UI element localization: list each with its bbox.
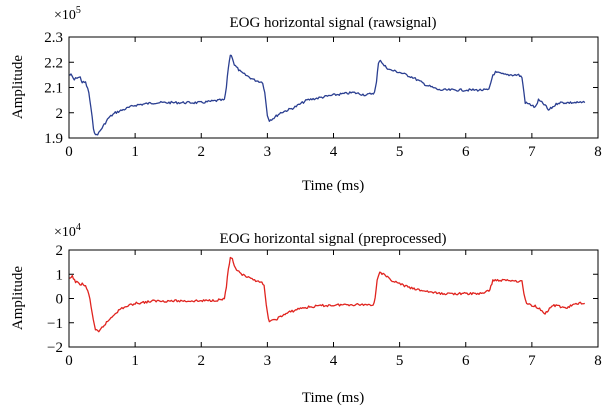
bottom-x-tick-label: 6 [462, 353, 470, 369]
bottom-exponent-label: ×104 [54, 222, 81, 240]
bottom-ticks: 0 1 2 3 4 5 6 7 8 −2 −1 0 1 2 [47, 243, 602, 369]
top-series-line [68, 54, 586, 136]
bottom-y-tick-label: 1 [56, 267, 64, 283]
top-y-tick-label: 2.3 [44, 30, 63, 46]
top-x-tick-label: 5 [396, 144, 404, 160]
bottom-y-tick-label: −2 [47, 340, 63, 356]
top-y-tick-label: 2.2 [44, 55, 63, 71]
top-axes-frame [68, 36, 599, 139]
bottom-x-axis-label: Time (ms) [302, 390, 364, 406]
bottom-y-tick-label: −1 [47, 316, 63, 332]
top-exponent-power: 5 [76, 5, 81, 16]
bottom-panel: EOG horizontal signal (preprocessed) ×10… [10, 222, 602, 406]
top-y-tick-label: 2.1 [44, 81, 63, 97]
top-x-tick-label: 7 [528, 144, 536, 160]
top-chart-title: EOG horizontal signal (rawsignal) [229, 15, 436, 31]
bottom-x-tick-label: 1 [131, 353, 139, 369]
top-ticks: 0 1 2 3 4 5 6 7 8 1.9 2 2.1 2.2 2.3 [44, 30, 602, 160]
bottom-x-tick-label: 2 [198, 353, 206, 369]
top-x-axis-label: Time (ms) [302, 178, 364, 194]
top-x-tick-label: 6 [462, 144, 470, 160]
bottom-exponent-power: 4 [76, 222, 81, 233]
bottom-y-tick-label: 2 [56, 243, 64, 259]
bottom-x-tick-label: 5 [396, 353, 404, 369]
bottom-x-tick-label: 8 [594, 353, 602, 369]
bottom-x-tick-label: 4 [330, 353, 338, 369]
bottom-y-axis-label: Amplitude [10, 266, 26, 331]
bottom-x-tick-label: 0 [65, 353, 73, 369]
top-y-tick-label: 2 [56, 106, 64, 122]
top-x-tick-label: 1 [131, 144, 139, 160]
bottom-series-line [68, 256, 585, 333]
bottom-y-tick-label: 0 [56, 292, 64, 308]
bottom-x-tick-label: 3 [264, 353, 272, 369]
top-x-tick-label: 8 [594, 144, 602, 160]
top-y-tick-label: 1.9 [44, 131, 63, 147]
bottom-axes-frame [68, 249, 599, 348]
top-x-tick-label: 3 [264, 144, 272, 160]
top-x-tick-label: 4 [330, 144, 338, 160]
top-panel: EOG horizontal signal (rawsignal) ×105 A… [10, 5, 602, 194]
bottom-chart-title: EOG horizontal signal (preprocessed) [219, 231, 446, 247]
top-x-tick-label: 2 [198, 144, 206, 160]
bottom-x-tick-label: 7 [528, 353, 536, 369]
top-exponent-label: ×105 [54, 5, 81, 23]
top-y-axis-label: Amplitude [10, 55, 26, 120]
top-x-tick-label: 0 [65, 144, 73, 160]
